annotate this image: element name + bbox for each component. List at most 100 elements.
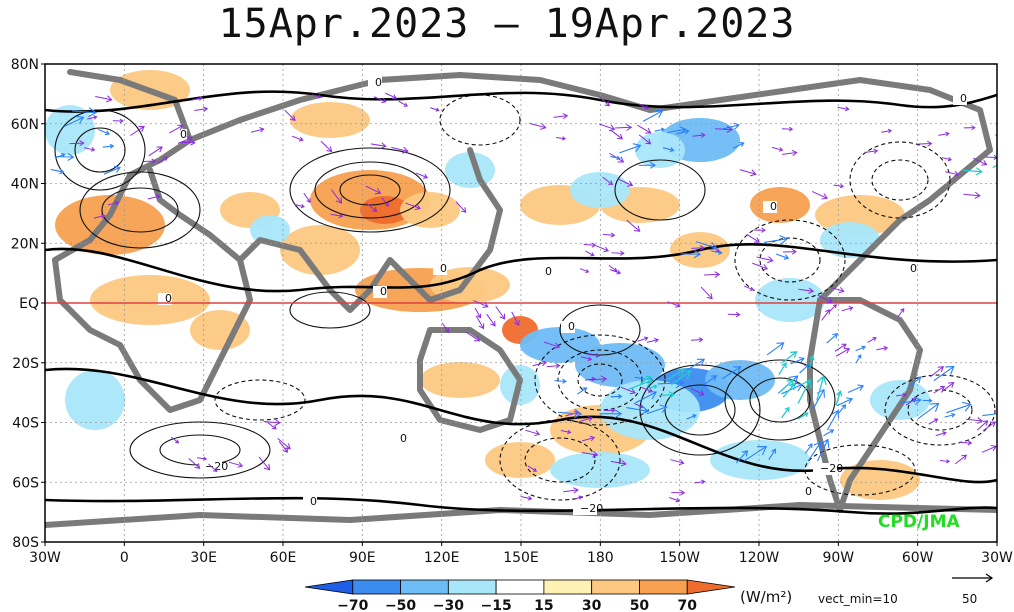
vector-head	[616, 155, 621, 161]
flux-vector	[816, 438, 830, 462]
vector-head	[476, 313, 482, 319]
vector-shaft	[555, 136, 566, 140]
flux-vector	[992, 161, 1005, 169]
vector-head	[380, 142, 387, 149]
vector-shaft	[637, 124, 651, 134]
vector-shaft	[841, 307, 853, 312]
flux-vector	[647, 384, 658, 389]
flux-vector	[532, 360, 547, 367]
vector-head	[937, 366, 944, 373]
vector-shaft	[821, 309, 830, 321]
shading-patch	[485, 442, 555, 478]
shading-patch	[55, 195, 165, 255]
reference-vector-value: 50	[962, 592, 978, 606]
vector-shaft	[833, 184, 844, 187]
vector-shaft	[617, 178, 633, 186]
vector-head	[578, 495, 583, 500]
flux-vector	[954, 454, 968, 465]
vector-shaft	[330, 213, 343, 217]
vector-shaft	[169, 125, 183, 134]
vector-shaft	[633, 402, 644, 408]
flux-vector	[50, 168, 65, 175]
vector-shaft	[366, 203, 377, 212]
vector-shaft	[107, 202, 119, 206]
contour-label-bg	[368, 77, 382, 89]
flux-vector	[646, 404, 668, 415]
contour-label-bg	[903, 263, 917, 275]
lat-tick-label: EQ	[19, 296, 39, 312]
vector-shaft	[778, 379, 794, 394]
flux-vector	[881, 128, 893, 134]
vector-head	[138, 126, 145, 132]
vector-head	[832, 333, 839, 339]
flux-vector	[191, 95, 204, 101]
vector-shaft	[973, 157, 987, 166]
vector-shaft	[532, 361, 547, 367]
contour-label-bg	[798, 486, 812, 498]
vector-head	[786, 379, 795, 387]
vector-shaft	[582, 452, 598, 456]
vector-shaft	[405, 202, 421, 209]
vector-head	[562, 113, 569, 120]
map-title: 15Apr.2023 – 19Apr.2023	[218, 1, 796, 47]
vector-shaft	[554, 380, 566, 382]
flux-vector	[250, 127, 265, 133]
vector-head	[263, 463, 271, 471]
vector-shaft	[588, 353, 600, 357]
flux-vector	[54, 153, 66, 159]
vector-head	[633, 225, 641, 232]
vector-head	[733, 122, 740, 130]
vector-shaft	[69, 142, 84, 145]
vector-shaft	[543, 341, 560, 348]
lon-tick-label: 30W	[981, 550, 1013, 566]
flux-vector	[781, 126, 794, 132]
negative-contour	[871, 159, 929, 201]
vector-head	[595, 352, 601, 358]
colorbar-segment	[304, 579, 354, 595]
positive-contour	[79, 171, 201, 249]
flux-vector	[768, 448, 776, 460]
vector-shaft	[584, 378, 596, 381]
positive-contour	[289, 291, 371, 329]
flux-vector	[610, 393, 623, 399]
vector-head	[190, 139, 196, 146]
vector-shaft	[615, 126, 632, 129]
positive-contour	[724, 359, 836, 441]
flux-vector	[292, 135, 304, 142]
vector-head	[194, 463, 201, 469]
flux-vector	[715, 125, 733, 134]
vector-head	[1000, 161, 1005, 165]
vector-shaft	[781, 407, 790, 419]
vector-head	[739, 142, 745, 147]
vector-shaft	[581, 437, 595, 442]
flux-vector	[366, 203, 378, 212]
vector-head	[198, 95, 204, 101]
vector-shaft	[609, 269, 621, 274]
vector-shaft	[157, 156, 168, 164]
vector-head	[693, 249, 702, 259]
vector-shaft	[829, 286, 844, 292]
reference-vector	[952, 573, 994, 583]
flux-vector	[711, 250, 723, 255]
vector-shaft	[836, 398, 853, 407]
vector-shaft	[654, 128, 665, 132]
vector-head	[591, 376, 597, 382]
vector-head	[829, 429, 835, 434]
flux-vector	[690, 388, 705, 396]
positive-contour	[664, 384, 736, 436]
flux-vector	[365, 185, 382, 195]
vector-head	[781, 362, 787, 368]
vector-head	[620, 460, 627, 467]
flux-vector	[669, 497, 681, 503]
vector-head	[788, 126, 794, 132]
negative-contour	[534, 334, 666, 426]
flux-vector	[560, 429, 572, 435]
flux-vector	[602, 176, 614, 186]
vector-head	[645, 375, 652, 381]
vector-shaft	[775, 253, 789, 259]
vector-shaft	[808, 355, 814, 369]
vector-head	[106, 95, 113, 103]
flux-vector	[311, 94, 322, 99]
vector-head	[698, 390, 705, 396]
vector-shaft	[381, 197, 389, 207]
